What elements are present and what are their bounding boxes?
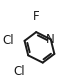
Text: F: F bbox=[33, 10, 40, 23]
Text: Cl: Cl bbox=[3, 34, 14, 47]
Text: N: N bbox=[46, 33, 55, 46]
Text: Cl: Cl bbox=[14, 65, 25, 78]
